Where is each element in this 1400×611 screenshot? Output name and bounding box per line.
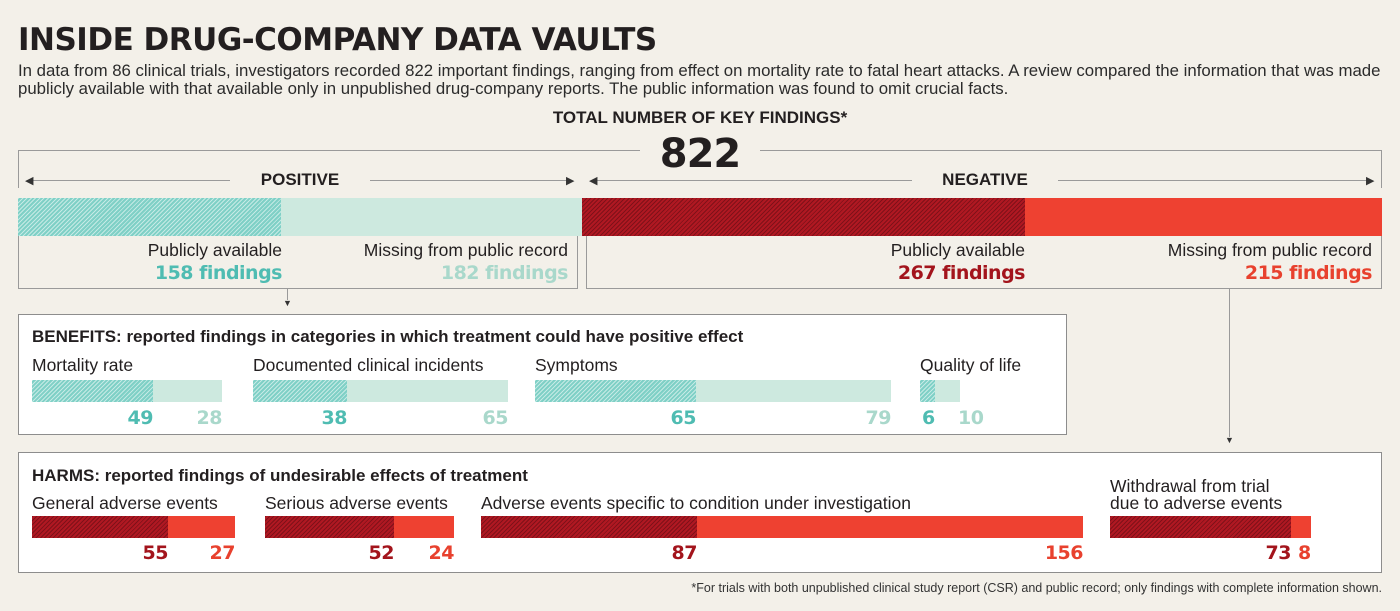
footnote: *For trials with both unpublished clinic… [691, 581, 1382, 595]
benefit-bar-public [920, 380, 935, 402]
benefit-bar-missing [696, 380, 891, 402]
harm-value-missing: 24 [428, 542, 455, 564]
benefit-value-missing: 79 [865, 407, 892, 429]
negative-arrow-right-icon: ▶ [1366, 175, 1375, 187]
bar-negative-missing [1025, 198, 1382, 236]
negative-missing-caption: Missing from public record [1167, 240, 1372, 260]
total-value: 822 [640, 128, 760, 180]
top-frame-left [18, 150, 640, 152]
benefit-value-public: 6 [922, 407, 935, 429]
harm-bar-public [32, 516, 168, 538]
negative-missing-value: 215 findings [1244, 262, 1373, 284]
benefit-value-public: 38 [321, 407, 348, 429]
harm-category-label: Adverse events specific to condition und… [481, 493, 911, 513]
harm-value-public: 73 [1265, 542, 1292, 564]
benefit-category-label: Symptoms [535, 355, 618, 375]
benefits-panel [18, 314, 1067, 435]
benefit-value-missing: 65 [482, 407, 509, 429]
connector-benefits-line [287, 289, 289, 300]
bar-positive-public [18, 198, 281, 236]
benefit-bar-public [32, 380, 153, 402]
harm-value-public: 52 [368, 542, 395, 564]
total-label: TOTAL NUMBER OF KEY FINDINGS* [552, 108, 848, 127]
positive-public-value: 158 findings [154, 262, 283, 284]
connector-harms-arrow-icon: ▼ [1225, 435, 1234, 445]
harm-value-public: 87 [671, 542, 698, 564]
benefit-bar-public [253, 380, 347, 402]
bar-negative-public [582, 198, 1025, 236]
negative-arrow-left-icon: ◀ [589, 175, 598, 187]
positive-arrow-right-icon: ▶ [566, 175, 575, 187]
harm-value-public: 55 [142, 542, 169, 564]
negative-label: NEGATIVE [912, 170, 1058, 190]
benefits-title: BENEFITS: reported findings in categorie… [32, 327, 744, 346]
negative-bracket [586, 236, 1382, 289]
connector-harms-line [1229, 289, 1231, 437]
harms-title: HARMS: reported findings of undesirable … [32, 466, 528, 485]
negative-public-value: 267 findings [897, 262, 1026, 284]
harm-bar-missing [394, 516, 454, 538]
harm-bar-public [265, 516, 394, 538]
top-frame-right [760, 150, 1382, 152]
positive-arrow-left-icon: ◀ [25, 175, 34, 187]
positive-label: POSITIVE [230, 170, 370, 190]
harm-bar-missing [168, 516, 235, 538]
harm-category-label-line2: due to adverse events [1110, 493, 1283, 513]
harms-panel [18, 452, 1382, 573]
top-frame-left-tick [18, 150, 20, 188]
harm-category-label: Serious adverse events [265, 493, 448, 513]
description: In data from 86 clinical trials, investi… [18, 61, 1381, 98]
harm-category-label: General adverse events [32, 493, 218, 513]
benefit-value-missing: 28 [196, 407, 223, 429]
positive-missing-caption: Missing from public record [363, 240, 568, 260]
benefit-category-label: Mortality rate [32, 355, 134, 375]
benefit-value-missing: 10 [958, 407, 984, 429]
positive-public-caption: Publicly available [147, 240, 282, 260]
benefit-bar-missing [347, 380, 508, 402]
benefit-bar-missing [935, 380, 960, 402]
harm-value-missing: 156 [1044, 542, 1084, 564]
benefit-value-public: 49 [127, 407, 154, 429]
positive-missing-value: 182 findings [440, 262, 569, 284]
benefit-bar-public [535, 380, 696, 402]
harm-category-label: Withdrawal from trial [1110, 476, 1270, 496]
benefit-category-label: Documented clinical incidents [253, 355, 484, 375]
harm-value-missing: 27 [209, 542, 236, 564]
benefit-value-public: 65 [670, 407, 697, 429]
page-title: INSIDE DRUG-COMPANY DATA VAULTS [18, 22, 657, 58]
harm-bar-missing [697, 516, 1083, 538]
harm-bar-public [1110, 516, 1291, 538]
benefit-category-label: Quality of life [920, 355, 1022, 375]
harm-value-missing: 8 [1298, 542, 1311, 564]
connector-benefits-arrow-icon: ▼ [283, 298, 292, 308]
harm-bar-public [481, 516, 697, 538]
positive-bracket [18, 236, 578, 289]
benefit-bar-missing [153, 380, 222, 402]
harm-bar-missing [1291, 516, 1311, 538]
negative-public-caption: Publicly available [890, 240, 1025, 260]
bar-positive-missing [281, 198, 582, 236]
top-frame-right-tick [1381, 150, 1383, 188]
